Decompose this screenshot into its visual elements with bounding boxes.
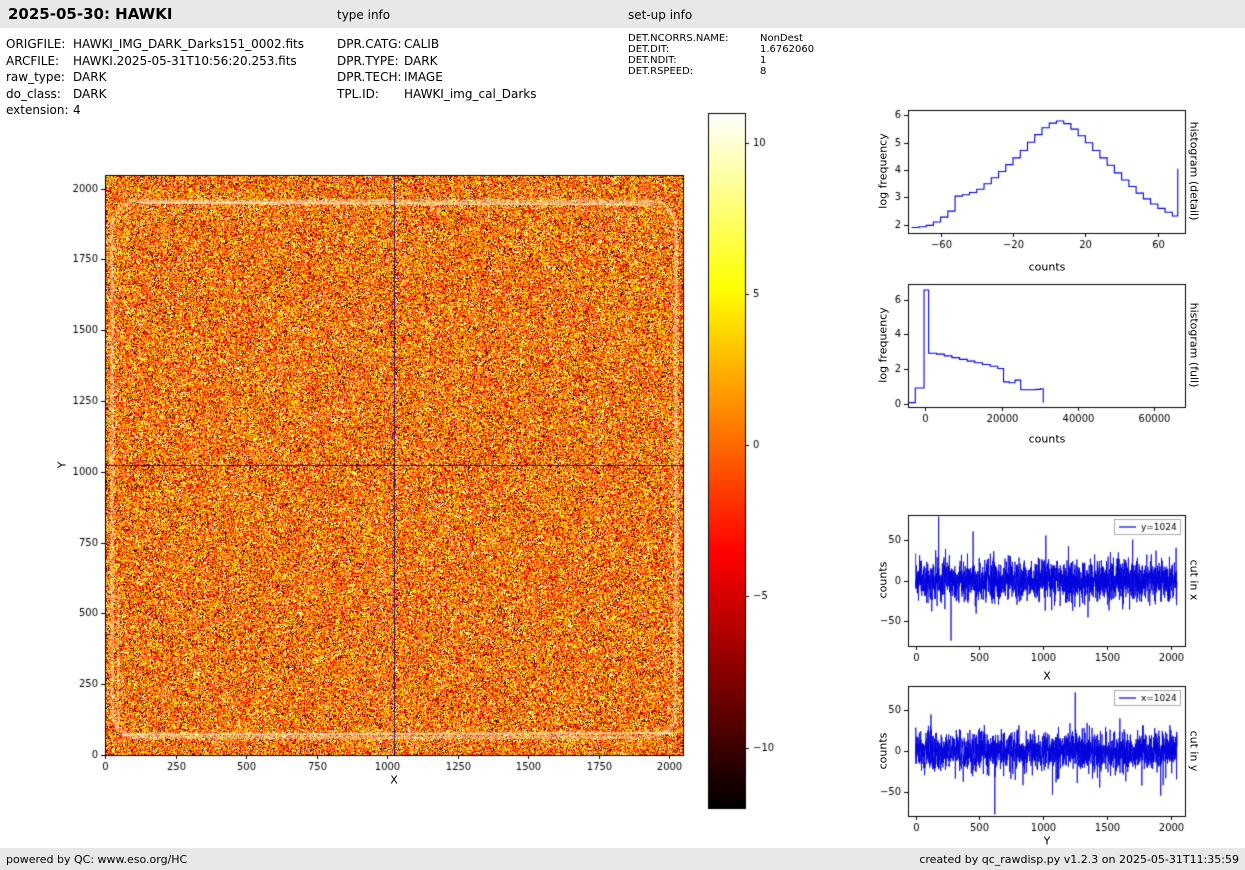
footer-right-text: created by qc_rawdisp.py v1.2.3 on 2025-… [919,852,1239,866]
meta-row: DPR.TECH: IMAGE [337,69,537,86]
hist-detail-yaxis-label: log frequency [876,133,890,209]
meta-row: do_class: DARK [6,86,304,103]
hist-full-yaxis-label: log frequency [876,307,890,383]
meta-row: DPR.CATG: CALIB [337,36,537,53]
cut-in-y-canvas [855,676,1200,848]
meta-row: extension: 4 [6,102,304,119]
meta-key: DET.DIT: [628,44,670,55]
cut-y-xaxis-label: Y [1043,834,1051,848]
hist-full-side-label: histogram (full) [1187,302,1201,388]
meta-value: HAWKI.2025-05-31T10:56:20.253.fits [73,53,297,68]
page-title: 2025-05-30: HAWKI [8,5,173,23]
meta-key: DET.RSPEED: [628,66,694,77]
meta-row: DET.NCORRS.NAME: NonDest [628,33,814,44]
footer-bar: powered by QC: www.eso.org/HC created by… [0,848,1245,870]
cut-y-yaxis-label: counts [876,732,890,770]
meta-value: DARK [73,86,107,101]
meta-value: 1.6762060 [760,44,815,55]
cut-in-x-canvas [855,505,1200,677]
meta-key: TPL.ID: [337,86,379,101]
meta-value: 4 [73,103,81,118]
meta-value: 8 [760,66,767,77]
meta-row: DET.NDIT: 1 [628,55,814,66]
meta-row: TPL.ID: HAWKI_img_cal_Darks [337,86,537,103]
meta-row: DET.DIT: 1.6762060 [628,44,814,55]
setup-info-block: DET.NCORRS.NAME: NonDest DET.DIT: 1.676206… [628,33,814,77]
meta-value: DARK [73,70,107,85]
colorbar [700,105,790,820]
footer-left-text: powered by QC: www.eso.org/HC [6,852,188,866]
histogram-full-canvas [855,274,1200,434]
meta-key: extension: [6,103,69,118]
main-xaxis-label: X [390,773,398,787]
meta-key: DET.NDIT: [628,55,677,66]
meta-row: ARCFILE: HAWKI.2025-05-31T10:56:20.253.fi… [6,53,304,70]
meta-value: IMAGE [404,70,443,85]
meta-key: DPR.CATG: [337,37,402,51]
cut-x-yaxis-label: counts [876,561,890,599]
meta-row: raw_type: DARK [6,69,304,86]
setup-info-header: set-up info [628,8,693,22]
hist-full-xaxis-label: counts [1028,432,1066,446]
meta-row: DET.RSPEED: 8 [628,66,814,77]
meta-key: raw_type: [6,70,65,85]
meta-key: DPR.TECH: [337,70,402,85]
meta-key: do_class: [6,86,61,101]
meta-value: NonDest [760,33,803,44]
type-info-header: type info [337,8,391,22]
cut-x-side-label: cut in x [1187,559,1201,601]
cut-y-side-label: cut in y [1187,730,1201,772]
meta-value: CALIB [404,37,440,51]
meta-key: DET.NCORRS.NAME: [628,33,729,44]
file-info-block: ORIGFILE: HAWKI_IMG_DARK_Darks151_0002.fi… [6,36,304,119]
meta-value: 1 [760,55,767,66]
type-info-block: DPR.CATG: CALIB DPR.TYPE: DARK DPR.TECH: IM… [337,36,537,102]
meta-value: HAWKI_IMG_DARK_Darks151_0002.fits [73,37,304,51]
meta-row: DPR.TYPE: DARK [337,53,537,70]
hist-detail-xaxis-label: counts [1028,260,1066,274]
hist-detail-side-label: histogram (detail) [1187,121,1201,221]
main-yaxis-label: Y [55,461,69,469]
meta-key: ARCFILE: [6,53,60,68]
meta-key: DPR.TYPE: [337,53,399,68]
meta-row: ORIGFILE: HAWKI_IMG_DARK_Darks151_0002.fi… [6,36,304,53]
meta-value: DARK [404,53,438,68]
histogram-detail-canvas [855,100,1200,260]
header-bar: 2025-05-30: HAWKI type info set-up info [0,0,1245,28]
main-image-canvas [60,160,705,795]
meta-key: ORIGFILE: [6,37,66,51]
meta-value: HAWKI_img_cal_Darks [404,86,537,101]
